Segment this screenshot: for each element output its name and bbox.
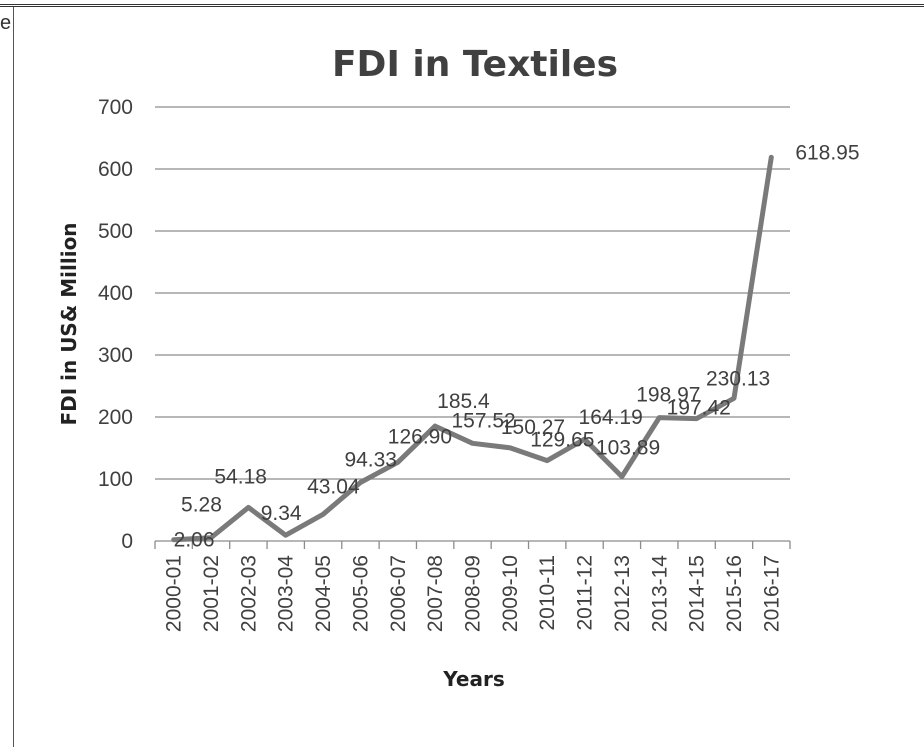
data-label: 126.90	[388, 425, 452, 448]
y-tick-label: 500	[98, 220, 133, 243]
chart-title: FDI in Textiles	[332, 44, 618, 85]
y-tick-label: 0	[121, 530, 133, 553]
x-tick-label: 2016-17	[760, 555, 783, 632]
data-label: 54.18	[214, 465, 267, 488]
x-tick-label: 2013-14	[648, 555, 671, 632]
data-label: 129.65	[530, 429, 594, 452]
data-label: 5.28	[181, 494, 222, 517]
y-axis-label: FDI in US& Million	[57, 222, 81, 425]
x-tick-label: 2014-15	[686, 555, 709, 632]
gridlines	[154, 106, 791, 549]
y-tick-label: 700	[98, 96, 133, 119]
data-label: 157.52	[452, 409, 516, 432]
x-tick-label: 2010-11	[536, 555, 559, 631]
frame-top-border	[0, 4, 924, 7]
series-line	[171, 154, 774, 543]
x-tick-labels: 2000-01 2001-02 2002-03 2003-04 2004-05 2005-…	[163, 555, 784, 632]
cropped-corner-text: e	[0, 12, 12, 34]
y-tick-labels: 0 100 200 300 400 500 600 700	[98, 96, 133, 553]
data-label: 230.13	[706, 367, 770, 390]
y-tick-label: 300	[98, 344, 133, 367]
data-label: 198.97	[636, 384, 700, 407]
x-tick-label: 2000-01	[163, 555, 186, 632]
data-label: 618.95	[795, 141, 859, 164]
x-tick-label: 2004-05	[312, 555, 335, 632]
y-tick-label: 400	[98, 282, 133, 305]
data-labels: 2.065.2854.189.3443.0494.33126.90185.415…	[174, 141, 860, 551]
x-tick-label: 2008-09	[462, 555, 485, 632]
x-tick-label: 2005-06	[349, 555, 372, 632]
series-lines	[171, 154, 774, 543]
y-tick-label: 100	[98, 468, 133, 491]
data-label: 150.27	[501, 416, 565, 439]
x-tick-label: 2007-08	[424, 555, 447, 632]
data-label: 103.89	[596, 437, 660, 460]
data-label: 9.34	[261, 502, 302, 525]
frame-left-border	[13, 7, 14, 747]
x-tick-label: 2015-16	[723, 555, 746, 632]
x-tick-label: 2009-10	[499, 555, 522, 632]
x-tick-label: 2001-02	[200, 555, 223, 632]
x-tick-label: 2011-12	[574, 555, 597, 631]
data-label: 2.06	[174, 529, 215, 552]
x-tick-label: 2003-04	[275, 555, 298, 632]
y-tick-label: 600	[98, 158, 133, 181]
x-axis-label: Years	[442, 667, 504, 691]
x-tick-label: 2002-03	[237, 555, 260, 632]
x-tick-label: 2012-13	[611, 555, 634, 632]
data-label: 94.33	[344, 449, 397, 472]
x-tick-label: 2006-07	[387, 555, 410, 632]
data-label: 164.19	[579, 406, 643, 429]
y-tick-label: 200	[98, 406, 133, 429]
data-label: 185.4	[437, 390, 490, 413]
data-label: 43.04	[307, 475, 360, 498]
data-label: 197.42	[667, 397, 731, 420]
